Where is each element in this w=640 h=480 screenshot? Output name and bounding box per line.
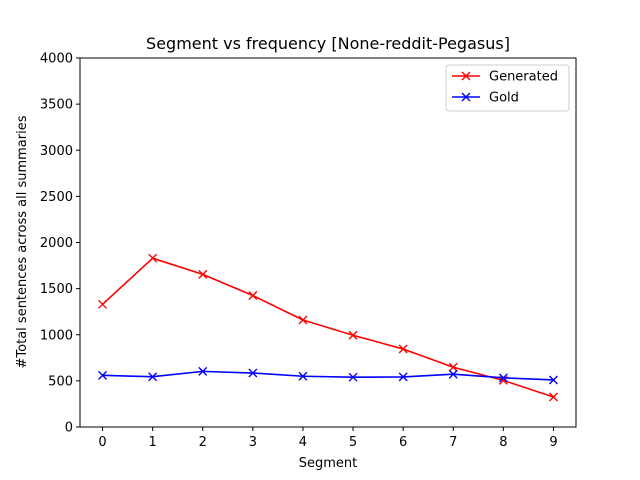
data-point-generated <box>548 392 558 402</box>
data-point-gold <box>198 366 208 376</box>
x-tick-label: 0 <box>98 435 106 450</box>
data-point-gold <box>98 370 108 380</box>
data-point-gold <box>248 368 258 378</box>
y-tick-label: 2000 <box>40 236 73 251</box>
y-tick-label: 1500 <box>40 282 73 297</box>
data-point-gold <box>348 372 358 382</box>
x-tick-label: 4 <box>299 435 307 450</box>
y-tick-label: 0 <box>65 421 73 436</box>
data-point-gold <box>498 373 508 383</box>
y-tick-label: 3500 <box>40 98 73 113</box>
x-tick-label: 8 <box>499 435 507 450</box>
data-point-gold <box>148 372 158 382</box>
x-tick-label: 2 <box>199 435 207 450</box>
data-point-generated <box>398 344 408 354</box>
x-tick-label: 9 <box>549 435 557 450</box>
data-point-generated <box>448 362 458 372</box>
data-point-generated <box>348 330 358 340</box>
data-point-gold <box>548 375 558 385</box>
data-point-generated <box>148 253 158 263</box>
series-line-gold <box>102 370 554 381</box>
series-line-generated <box>102 257 554 398</box>
y-axis-label: #Total sentences across all summaries <box>15 115 30 368</box>
y-tick-label: 2500 <box>40 190 73 205</box>
data-point-gold <box>448 369 458 379</box>
data-point-generated <box>248 291 258 301</box>
y-tick-label: 500 <box>48 374 73 389</box>
data-point-gold <box>398 372 408 382</box>
legend-label-generated: Generated <box>489 70 558 85</box>
y-tick-label: 4000 <box>40 52 73 67</box>
x-tick-label: 7 <box>449 435 457 450</box>
legend: Generated Gold <box>445 64 570 112</box>
legend-marker-gold <box>461 92 471 102</box>
x-axis-label: Segment <box>299 456 358 471</box>
y-tick-label: 1000 <box>40 328 73 343</box>
legend-label-gold: Gold <box>489 91 519 106</box>
x-tick-label: 6 <box>399 435 407 450</box>
x-tick-label: 5 <box>349 435 357 450</box>
x-tick-label: 1 <box>149 435 157 450</box>
data-point-generated <box>298 315 308 325</box>
data-point-generated <box>98 299 108 309</box>
chart-title: Segment vs frequency [None-reddit-Pegasu… <box>146 34 510 53</box>
plot-area: 0 500 1000 1500 2000 2500 3000 3500 4000 0 1 2 3 4 5 6 7… <box>40 52 577 450</box>
data-point-gold <box>298 371 308 381</box>
legend-marker-generated <box>461 71 471 81</box>
y-tick-label: 3000 <box>40 144 73 159</box>
data-point-generated <box>198 269 208 279</box>
x-tick-label: 3 <box>249 435 257 450</box>
